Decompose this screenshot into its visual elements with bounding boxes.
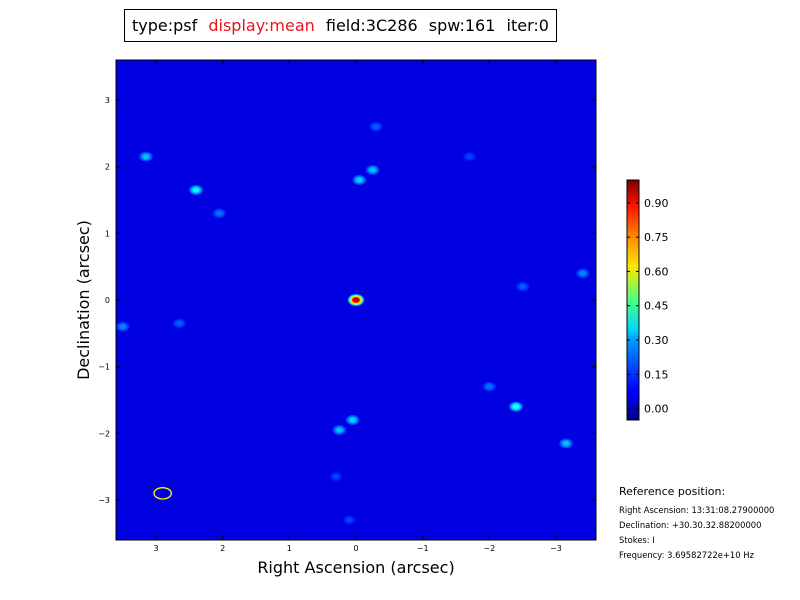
psf-sidelobe — [482, 381, 497, 392]
psf-sidelobe — [352, 175, 367, 185]
lobe-contour — [176, 321, 183, 326]
psf-sidelobe — [509, 401, 523, 412]
lobe-contour — [369, 167, 376, 173]
x-tick-label: −2 — [483, 544, 495, 553]
lobe-contour — [579, 271, 586, 276]
psf-sidelobe — [329, 471, 343, 482]
lobe-contour — [142, 154, 150, 159]
title-display: display:mean — [208, 16, 315, 35]
y-tick-label: −1 — [98, 363, 110, 372]
lobe-contour — [486, 384, 493, 389]
y-axis-label: Declination (arcsec) — [74, 220, 93, 380]
psf-image[interactable] — [116, 60, 596, 540]
x-tick-label: 3 — [153, 544, 158, 553]
psf-sidelobe — [342, 515, 357, 525]
title-type: type:psf — [132, 16, 198, 35]
lobe-contour — [336, 427, 343, 433]
lobe-contour — [119, 324, 126, 329]
psf-sidelobe — [332, 425, 347, 435]
psf-sidelobe — [116, 321, 130, 332]
psf-sidelobe — [345, 415, 360, 425]
reference-title: Reference position: — [619, 485, 726, 498]
x-tick-label: −1 — [417, 544, 429, 553]
x-tick-label: 0 — [353, 544, 358, 553]
lobe-contour — [519, 284, 526, 289]
x-tick-label: −3 — [550, 544, 562, 553]
lobe-contour — [562, 441, 570, 446]
y-tick-label: −2 — [98, 429, 110, 438]
psf-sidelobe — [559, 438, 573, 449]
lobe-contour — [332, 474, 340, 479]
colorbar-tick-label: 0.90 — [644, 197, 669, 210]
x-tick-label: 2 — [220, 544, 225, 553]
lobe-contour — [356, 177, 363, 183]
psf-sidelobe — [172, 318, 187, 329]
colorbar-tick-label: 0.45 — [644, 300, 669, 313]
lobe-contour — [349, 417, 356, 423]
y-tick-label: 0 — [105, 296, 110, 305]
lobe-contour — [512, 404, 520, 409]
colorbar-gradient — [626, 179, 640, 421]
beam-ellipse — [153, 487, 172, 500]
psf-main-lobe — [347, 293, 365, 307]
reference-dec: Declination: +30.30.32.88200000 — [619, 520, 762, 530]
reference-stokes: Stokes: I — [619, 535, 655, 545]
title-field: field:3C286 — [325, 16, 418, 35]
psf-sidelobe — [212, 208, 227, 219]
psf-sidelobe — [139, 151, 153, 162]
y-tick-label: 2 — [105, 163, 110, 172]
psf-sidelobe — [462, 151, 477, 162]
y-axis-ticks: 3 2 1 0 −1 −2 −3 — [98, 96, 596, 505]
psf-sidelobe — [369, 121, 383, 132]
y-tick-label: −3 — [98, 496, 110, 505]
colorbar: 0.90 0.75 0.60 0.45 0.30 0.15 0.00 — [626, 179, 669, 421]
reference-frequency: Frequency: 3.69582722e+10 Hz — [619, 550, 754, 560]
x-axis-label: Right Ascension (arcsec) — [257, 558, 454, 577]
colorbar-tick-label: 0.15 — [644, 368, 669, 381]
reference-ra: Right Ascension: 13:31:08.27900000 — [619, 505, 775, 515]
title-iter: iter:0 — [506, 16, 549, 35]
title-spw: spw:161 — [428, 16, 496, 35]
psf-sidelobe — [365, 165, 380, 175]
lobe-contour — [346, 517, 353, 523]
plot-title-box: type:psf display:mean field:3C286 spw:16… — [124, 9, 557, 42]
colorbar-tick-label: 0.60 — [644, 265, 669, 278]
colorbar-tick-label: 0.75 — [644, 231, 669, 244]
psf-sidelobe — [575, 268, 590, 279]
y-tick-label: 3 — [105, 96, 110, 105]
lobe-contour — [216, 211, 223, 216]
lobe-contour — [372, 124, 380, 129]
psf-sidelobe — [515, 281, 530, 292]
lobe-contour — [192, 187, 200, 193]
lobe-contour — [466, 154, 473, 159]
psf-sidelobe — [189, 185, 203, 195]
y-tick-label: 1 — [105, 229, 110, 238]
x-axis-ticks: 3 2 1 0 −1 −2 −3 — [153, 60, 562, 553]
lobe-contour — [353, 297, 359, 303]
colorbar-tick-label: 0.30 — [644, 334, 669, 347]
colorbar-tick-label: 0.00 — [644, 403, 669, 416]
x-tick-label: 1 — [287, 544, 292, 553]
reference-info: Reference position: Right Ascension: 13:… — [619, 485, 794, 563]
